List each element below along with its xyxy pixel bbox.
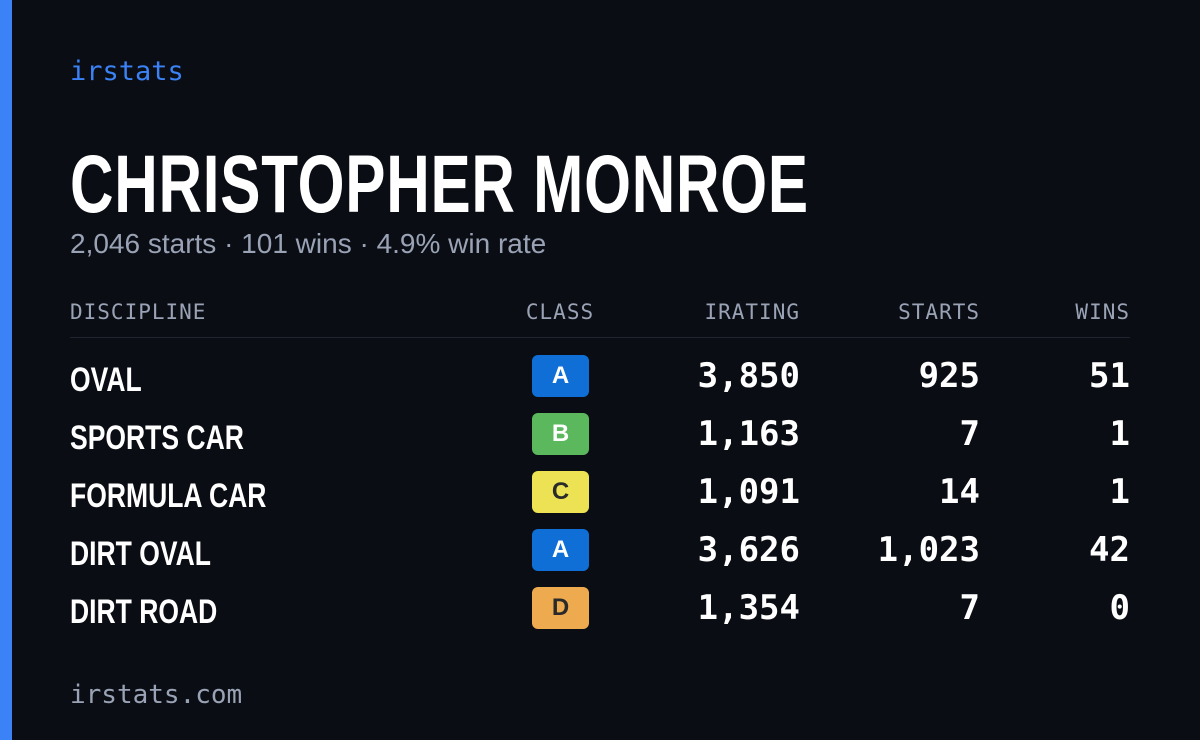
starts: 925 (918, 356, 980, 396)
column-header: WINS (1075, 300, 1130, 324)
wins: 1 (1109, 472, 1130, 512)
class-badge: A (532, 355, 589, 397)
column-header: DISCIPLINE (70, 300, 207, 324)
class-badge: A (532, 529, 589, 571)
class-badge: C (532, 471, 589, 513)
starts: 7 (959, 588, 980, 628)
irating: 1,091 (697, 472, 800, 512)
class-badge: D (532, 587, 589, 629)
column-header: IRATING (704, 300, 800, 324)
brand: irstats (70, 56, 184, 87)
class-badge: B (532, 413, 589, 455)
starts: 14 (939, 472, 980, 512)
wins: 0 (1109, 588, 1130, 628)
footer: irstats.com (70, 680, 243, 710)
discipline: FORMULA CAR (70, 477, 267, 515)
irating: 1,163 (697, 414, 800, 454)
irating: 3,626 (697, 530, 800, 570)
column-header: CLASS (525, 300, 595, 324)
starts: 7 (959, 414, 980, 454)
discipline: DIRT OVAL (70, 535, 211, 573)
wins: 42 (1089, 530, 1130, 570)
irating: 3,850 (697, 356, 800, 396)
driver-name: CHRISTOPHER MONROE (70, 139, 809, 230)
discipline: DIRT ROAD (70, 593, 218, 631)
header-rule (70, 337, 1130, 338)
driver-summary: 2,046 starts · 101 wins · 4.9% win rate (70, 228, 547, 259)
column-header: STARTS (898, 300, 980, 324)
wins: 1 (1109, 414, 1130, 454)
irating: 1,354 (697, 588, 800, 628)
accent-stripe (0, 0, 12, 740)
discipline: OVAL (70, 361, 142, 399)
starts: 1,023 (877, 530, 980, 570)
wins: 51 (1089, 356, 1130, 396)
discipline: SPORTS CAR (70, 419, 244, 457)
